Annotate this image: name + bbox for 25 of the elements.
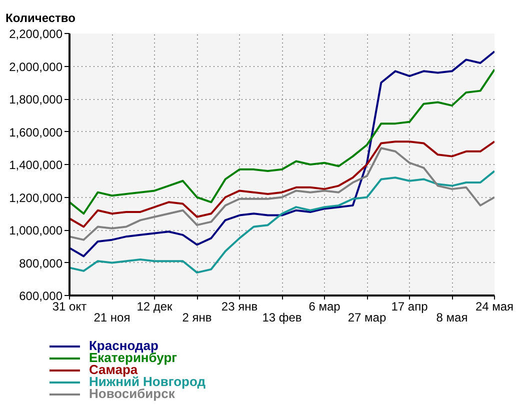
x-tick-label: 6 мар [308,300,341,314]
y-tick-label: 800,000 [19,256,63,270]
x-tick-label: 21 ноя [94,310,130,324]
line-series [70,170,494,274]
y-tick-label: 1,600,000 [9,125,63,140]
x-tick-label: 24 мая [475,300,514,314]
x-tick-label: 23 янв [221,300,258,314]
legend-label: Новосибирск [89,386,175,401]
y-tick-label: 1,400,000 [9,158,63,172]
y-tick-label: 1,800,000 [9,92,63,106]
x-tick-label: 17 апр [391,300,428,314]
y-tick-label: 2,000,000 [9,60,63,74]
y-axis-title: Количество [6,11,76,25]
x-tick-label: 12 дек [136,300,174,314]
legend-label: Краснодар [89,339,158,353]
x-tick-label: 27 мар [348,310,386,324]
line-series [70,140,494,228]
y-tick-label: 2,200,000 [9,27,63,41]
y-tick-label: 1,000,000 [9,224,63,238]
x-tick-label: 8 мая [436,310,468,324]
line-series [70,50,494,258]
x-tick-label: 13 фев [262,310,302,324]
x-tick-label: 2 янв [182,310,212,324]
line-series [70,68,494,215]
y-tick-label: 1,200,000 [9,190,63,205]
